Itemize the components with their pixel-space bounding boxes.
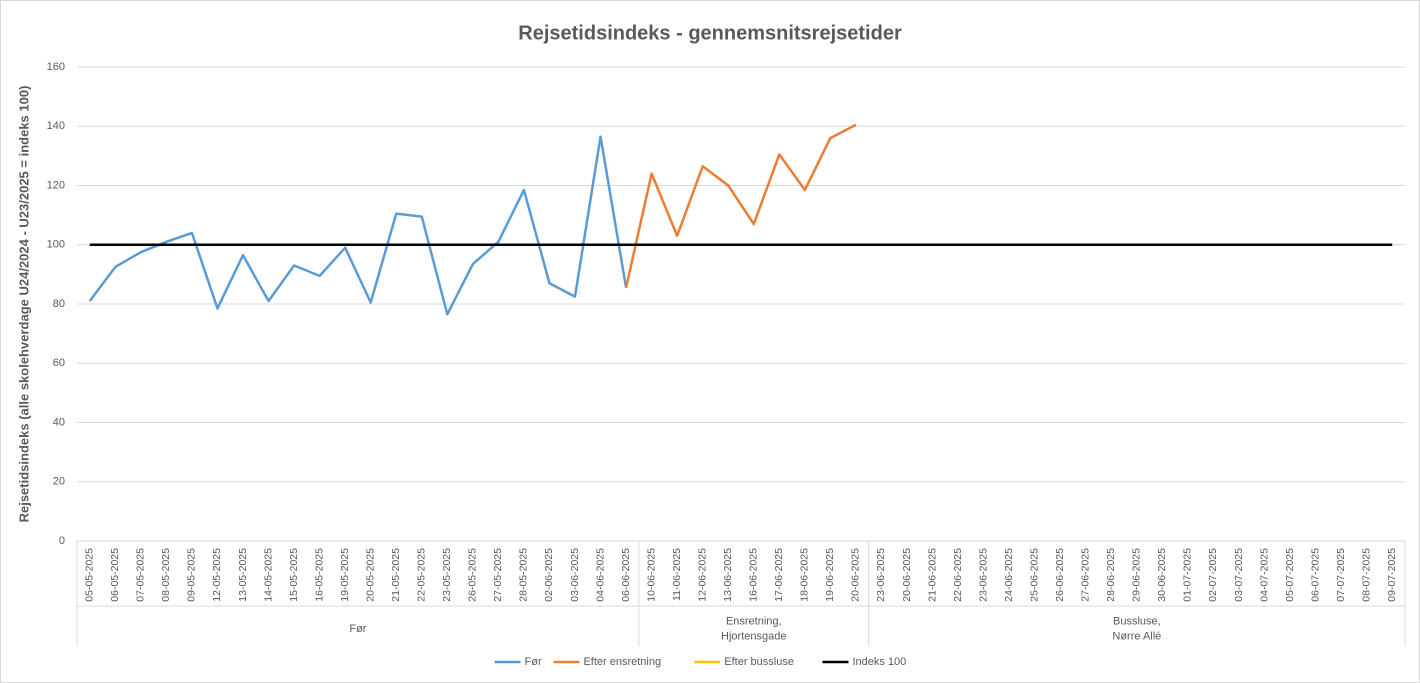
x-tick-label: 05-05-2025	[84, 548, 96, 602]
group-label: Nørre Allé	[1112, 630, 1161, 642]
x-tick-label: 17-06-2025	[773, 548, 785, 602]
group-label: Før	[349, 623, 366, 635]
legend-label: Efter bussluse	[724, 656, 794, 668]
x-tick-label: 06-06-2025	[620, 548, 632, 602]
series-line	[88, 135, 628, 316]
x-tick-label: 09-07-2025	[1386, 548, 1398, 602]
x-tick-label: 15-05-2025	[288, 548, 300, 602]
x-tick-label: 09-05-2025	[186, 548, 198, 602]
x-tick-label: 20-05-2025	[364, 548, 376, 602]
x-tick-label: 11-06-2025	[671, 548, 683, 601]
x-tick-label: 13-05-2025	[237, 548, 249, 602]
y-tick-label: 140	[47, 120, 65, 132]
x-tick-label: 29-06-2025	[1131, 548, 1143, 602]
x-tick-label: 02-06-2025	[543, 548, 555, 602]
x-tick-label: 27-06-2025	[1080, 548, 1092, 602]
x-tick-label: 08-05-2025	[160, 548, 172, 602]
x-tick-label: 04-06-2025	[594, 548, 606, 602]
x-tick-label: 16-06-2025	[748, 548, 760, 602]
x-tick-label: 22-05-2025	[416, 548, 428, 602]
x-tick-label: 26-06-2025	[1054, 548, 1066, 602]
y-tick-label: 100	[47, 239, 65, 251]
x-tick-label: 27-05-2025	[492, 548, 504, 602]
x-tick-label: 12-05-2025	[211, 548, 223, 602]
y-tick-label: 60	[53, 357, 65, 369]
x-tick-label: 20-06-2025	[850, 548, 862, 602]
x-tick-label: 03-07-2025	[1233, 548, 1245, 602]
x-tick-label: 08-07-2025	[1360, 548, 1372, 602]
y-axis-label: Rejsetidsindeks (alle skolehverdage U24/…	[16, 86, 31, 523]
x-tick-label: 03-06-2025	[569, 548, 581, 602]
x-tick-label: 23-05-2025	[441, 548, 453, 602]
x-tick-label: 01-07-2025	[1182, 548, 1194, 602]
y-tick-label: 120	[47, 179, 65, 191]
x-tick-label: 04-07-2025	[1258, 548, 1270, 602]
x-tick-label: 16-05-2025	[313, 548, 325, 602]
legend-label: Efter ensretning	[583, 656, 661, 668]
x-tick-label: 25-06-2025	[1028, 548, 1040, 602]
group-label: Bussluse,	[1113, 615, 1161, 627]
legend-label: Indeks 100	[852, 656, 906, 668]
x-tick-label: 06-05-2025	[109, 548, 121, 602]
x-tick-label: 23-06-2025	[875, 548, 887, 602]
x-tick-label: 18-06-2025	[799, 548, 811, 602]
x-tick-label: 07-07-2025	[1335, 548, 1347, 602]
x-tick-label: 13-06-2025	[722, 548, 734, 602]
x-tick-label: 23-06-2025	[977, 548, 989, 602]
x-tick-label: 22-06-2025	[952, 548, 964, 602]
x-tick-label: 10-06-2025	[645, 548, 657, 602]
x-tick-label: 26-05-2025	[467, 548, 479, 602]
x-tick-label: 28-06-2025	[1105, 548, 1117, 602]
y-tick-label: 0	[59, 535, 65, 547]
legend-label: Før	[525, 656, 542, 668]
x-tick-label: 06-07-2025	[1309, 548, 1321, 602]
x-tick-label: 14-05-2025	[262, 548, 274, 602]
x-tick-label: 12-06-2025	[696, 548, 708, 602]
y-tick-label: 20	[53, 476, 65, 488]
x-tick-label: 24-06-2025	[1003, 548, 1015, 602]
x-tick-label: 28-05-2025	[518, 548, 530, 602]
x-tick-label: 19-06-2025	[824, 548, 836, 602]
x-tick-label: 20-06-2025	[901, 548, 913, 602]
y-tick-label: 80	[53, 298, 65, 310]
group-label: Hjortensgade	[721, 630, 786, 642]
x-tick-label: 21-06-2025	[926, 548, 938, 602]
x-tick-label: 02-07-2025	[1207, 548, 1219, 602]
y-tick-label: 160	[47, 61, 65, 73]
x-tick-label: 19-05-2025	[339, 548, 351, 602]
series-line	[624, 123, 857, 288]
x-tick-label: 05-07-2025	[1284, 548, 1296, 602]
x-tick-label: 21-05-2025	[390, 548, 402, 602]
chart-title: Rejsetidsindeks - gennemsnitsrejsetider	[518, 22, 902, 44]
group-label: Ensretning,	[726, 615, 782, 627]
x-tick-label: 30-06-2025	[1156, 548, 1168, 602]
y-tick-label: 40	[53, 416, 65, 428]
x-tick-label: 07-05-2025	[135, 548, 147, 602]
